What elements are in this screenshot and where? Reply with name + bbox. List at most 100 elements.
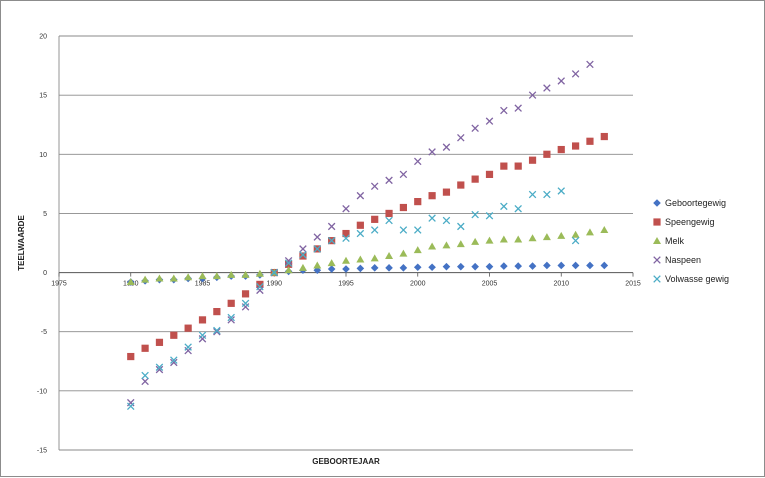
data-point-naspeen [471, 124, 479, 133]
data-point-melk [385, 252, 394, 260]
data-point-geboortegewig [485, 262, 494, 271]
data-point-geboortegewig [385, 264, 393, 272]
data-point-volwasse-gewig [313, 245, 322, 253]
legend-label: Speengewig [665, 217, 715, 227]
data-point-volwasse-gewig [543, 190, 551, 199]
data-point-volwasse-gewig [528, 190, 537, 199]
legend-marker [653, 199, 661, 207]
data-point-speengewig [442, 188, 451, 196]
data-point-melk [499, 235, 508, 243]
data-point-volwasse-gewig [256, 283, 264, 291]
data-point-geboortegewig [399, 264, 408, 272]
data-point-volwasse-gewig [284, 259, 293, 267]
data-point-naspeen [442, 143, 451, 151]
data-point-geboortegewig [327, 265, 336, 273]
data-point-geboortegewig [557, 261, 566, 270]
data-point-volwasse-gewig [270, 268, 279, 277]
data-point-geboortegewig [514, 262, 522, 270]
data-point-melk [370, 254, 379, 262]
data-point-melk [585, 228, 594, 236]
data-point-geboortegewig [356, 264, 365, 273]
data-point-speengewig [141, 344, 149, 352]
data-point-naspeen [284, 256, 293, 265]
data-point-speengewig [184, 324, 192, 332]
data-point-speengewig [155, 338, 164, 346]
data-point-geboortegewig [457, 262, 465, 271]
data-point-geboortegewig [571, 261, 580, 270]
data-point-speengewig [557, 145, 565, 154]
data-point-speengewig [428, 192, 436, 200]
data-point-volwasse-gewig [385, 216, 393, 225]
data-point-volwasse-gewig [413, 226, 422, 234]
data-point-naspeen [170, 358, 178, 367]
data-point-melk [600, 225, 609, 233]
data-point-naspeen [528, 91, 537, 99]
data-point-volwasse-gewig [557, 187, 566, 195]
data-point-melk [571, 230, 580, 238]
data-point-volwasse-gewig [399, 226, 408, 234]
data-point-melk [514, 235, 523, 243]
data-point-volwasse-gewig [241, 299, 250, 308]
y-tick-label: 20 [39, 34, 47, 41]
data-point-melk [413, 246, 422, 254]
x-tick-label: 1990 [266, 281, 282, 288]
data-point-speengewig [127, 352, 135, 361]
data-point-melk [557, 231, 566, 239]
legend-label: Naspeen [665, 255, 701, 265]
legend-marker [653, 275, 661, 283]
x-tick-label: 2000 [410, 281, 426, 288]
data-point-geboortegewig [471, 262, 479, 271]
legend-marker [653, 218, 661, 226]
data-point-volwasse-gewig [126, 402, 135, 410]
x-tick-label: 2005 [482, 281, 498, 288]
data-point-volwasse-gewig [571, 236, 580, 245]
data-point-naspeen [184, 346, 192, 355]
y-tick-label: -10 [37, 388, 47, 395]
data-point-naspeen [126, 398, 135, 407]
data-point-melk [528, 234, 537, 242]
data-point-volwasse-gewig [327, 236, 336, 245]
y-axis-title: TEELWAARDE [17, 215, 26, 271]
data-point-geboortegewig [586, 261, 594, 270]
data-point-geboortegewig [342, 265, 350, 273]
y-tick-label: -15 [37, 448, 47, 455]
data-point-melk [184, 273, 193, 281]
data-point-volwasse-gewig [342, 234, 350, 243]
data-point-speengewig [299, 252, 307, 260]
data-point-melk [428, 242, 437, 250]
data-point-naspeen [213, 327, 221, 336]
data-point-volwasse-gewig [485, 212, 494, 220]
data-point-geboortegewig [313, 266, 322, 275]
data-point-volwasse-gewig [198, 331, 207, 340]
y-tick-label: 0 [43, 270, 47, 277]
data-point-melk [298, 263, 307, 271]
data-point-speengewig [572, 142, 580, 150]
data-point-naspeen [543, 84, 551, 92]
data-point-melk [485, 236, 494, 244]
x-tick-label: 1985 [195, 281, 211, 288]
y-tick-label: 10 [39, 152, 47, 159]
data-point-volwasse-gewig [356, 229, 365, 238]
data-point-speengewig [241, 290, 250, 298]
data-point-melk [227, 270, 236, 278]
data-point-geboortegewig [442, 262, 451, 271]
data-point-naspeen [586, 60, 594, 69]
data-point-melk [313, 261, 322, 269]
data-point-melk [442, 241, 451, 249]
data-point-geboortegewig [428, 263, 436, 272]
data-point-volwasse-gewig [457, 222, 465, 231]
data-point-naspeen [514, 104, 522, 112]
data-point-naspeen [385, 176, 393, 185]
data-point-naspeen [356, 191, 365, 200]
data-point-speengewig [371, 215, 379, 223]
data-point-speengewig [485, 170, 494, 178]
data-point-speengewig [586, 137, 594, 145]
data-point-naspeen [485, 117, 494, 125]
data-point-geboortegewig [413, 263, 422, 272]
data-point-volwasse-gewig [299, 251, 307, 259]
data-point-melk [141, 275, 150, 283]
data-point-naspeen [299, 245, 307, 253]
legend-label: Geboortegewig [665, 198, 726, 208]
